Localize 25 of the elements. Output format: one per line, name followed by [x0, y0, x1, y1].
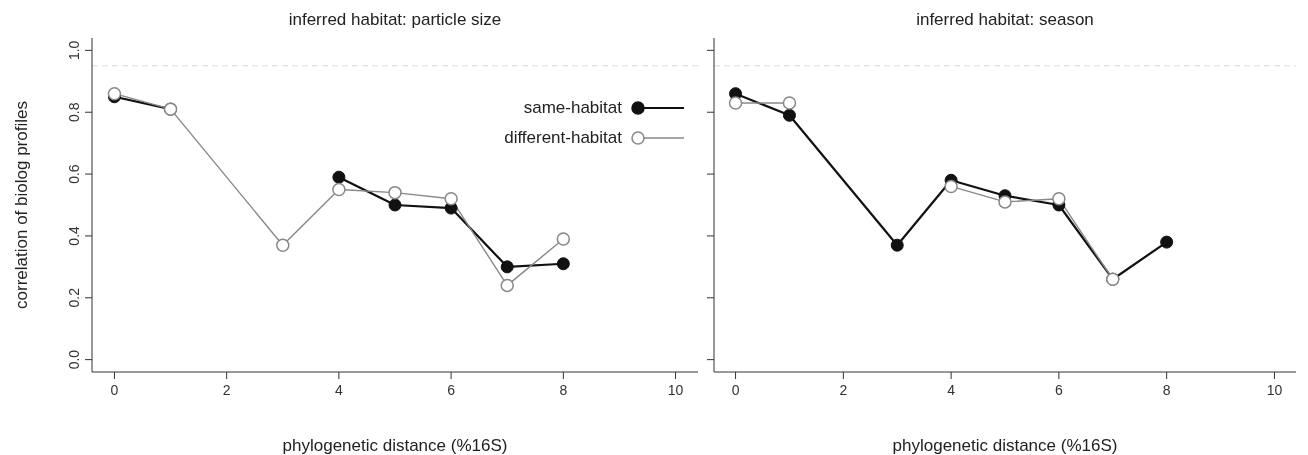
x-axis-title: phylogenetic distance (%16S) — [892, 436, 1118, 455]
y-tick-label: 1.0 — [66, 40, 82, 61]
y-tick-label: 0.4 — [66, 225, 82, 246]
chart-title: inferred habitat: particle size — [287, 10, 503, 30]
legend-label: different-habitat — [504, 128, 622, 148]
x-tick-label: 10 — [1266, 382, 1283, 398]
x-axis-title: phylogenetic distance (%16S) — [282, 436, 508, 455]
x-tick-label: 10 — [667, 382, 684, 398]
x-tick-label: 4 — [947, 382, 956, 398]
y-tick-label: 0.0 — [66, 349, 82, 370]
x-tick-label: 8 — [559, 382, 568, 398]
x-tick-label: 4 — [334, 382, 343, 398]
legend-label: same-habitat — [523, 98, 622, 118]
x-tick-label: 6 — [447, 382, 456, 398]
x-tick-label: 2 — [222, 382, 231, 398]
y-axis-title: correlation of biolog profiles — [12, 101, 32, 309]
chart-title: inferred habitat: season — [915, 10, 1095, 30]
x-tick-label: 8 — [1162, 382, 1171, 398]
x-tick-label: 0 — [731, 382, 740, 398]
x-tick-label: 2 — [839, 382, 848, 398]
y-tick-label: 0.8 — [66, 102, 82, 122]
y-tick-label: 0.6 — [66, 164, 82, 184]
x-tick-label: 6 — [1054, 382, 1063, 398]
x-tick-label: 0 — [110, 382, 119, 398]
y-tick-label: 0.2 — [66, 287, 82, 308]
